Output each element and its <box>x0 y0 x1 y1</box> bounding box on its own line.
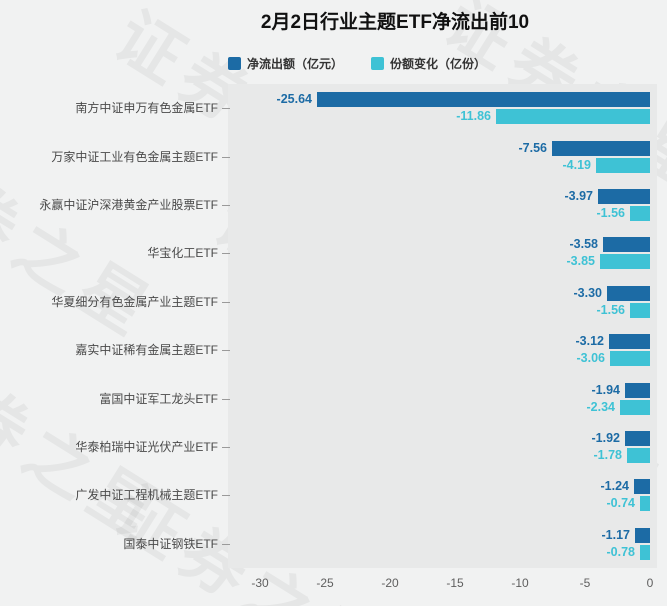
value-label-share-change: -1.56 <box>596 206 626 220</box>
category-axis: 南方中证申万有色金属ETF 万家中证工业有色金属主题ETF 永赢中证沪深港黄金产业股… <box>0 84 220 568</box>
axis-tick <box>222 302 230 303</box>
bar-net-outflow <box>635 528 650 543</box>
value-label-net-outflow: -1.17 <box>601 528 631 542</box>
value-label-share-change: -1.56 <box>596 303 626 317</box>
value-label-share-change: -0.74 <box>606 496 636 510</box>
value-label-share-change: -11.86 <box>456 109 491 123</box>
category-label: 广发中证工程机械主题ETF <box>75 488 218 502</box>
legend-label-share-change: 份额变化（亿份） <box>390 57 487 71</box>
value-label-net-outflow: -1.24 <box>600 479 630 493</box>
bar-share-change <box>496 109 650 124</box>
axis-tick <box>222 205 230 206</box>
bar-net-outflow <box>607 286 650 301</box>
legend-swatch-share-change <box>371 57 385 70</box>
category-label: 南方中证申万有色金属ETF <box>75 101 218 115</box>
axis-tick <box>222 495 230 496</box>
x-axis-tick-label: 0 <box>646 576 654 590</box>
category-label: 华泰柏瑞中证光伏产业ETF <box>75 440 218 454</box>
bar-share-change <box>620 400 650 415</box>
legend-item-share-change[interactable]: 份额变化（亿份） <box>371 55 486 72</box>
value-label-net-outflow: -1.94 <box>591 383 621 397</box>
value-label-share-change: -0.78 <box>606 545 636 559</box>
category-label: 富国中证军工龙头ETF <box>99 392 218 406</box>
bar-net-outflow <box>625 431 650 446</box>
legend-label-net-outflow: 净流出额（亿元） <box>247 57 344 71</box>
value-label-share-change: -3.85 <box>566 254 596 268</box>
category-label: 国泰中证钢铁ETF <box>123 537 218 551</box>
x-axis: -30 -25 -20 -15 -10 -5 0 <box>228 576 657 594</box>
legend: 净流出额（亿元） 份额变化（亿份） <box>228 55 486 72</box>
bar-net-outflow <box>625 383 650 398</box>
value-label-net-outflow: -3.97 <box>564 189 594 203</box>
value-label-net-outflow: -1.92 <box>591 431 621 445</box>
plot-area: -25.64 -11.86 -7.56 -4.19 -3.97 -1.56 -3.58 -3.… <box>228 84 657 568</box>
bar-share-change <box>600 254 650 269</box>
axis-tick <box>222 447 230 448</box>
x-axis-tick-label: -25 <box>316 576 334 590</box>
bar-net-outflow <box>634 479 650 494</box>
bar-share-change <box>640 496 650 511</box>
bar-share-change <box>630 303 650 318</box>
legend-swatch-net-outflow <box>228 57 241 70</box>
bar-net-outflow <box>598 189 650 204</box>
axis-tick <box>222 157 230 158</box>
axis-tick <box>222 108 230 109</box>
bar-share-change <box>640 545 650 560</box>
value-label-share-change: -4.19 <box>562 158 592 172</box>
x-axis-tick-label: -5 <box>579 576 591 590</box>
category-label: 嘉实中证稀有金属主题ETF <box>75 343 218 357</box>
value-label-net-outflow: -3.58 <box>569 237 599 251</box>
category-ticks <box>222 84 231 568</box>
value-label-net-outflow: -3.30 <box>573 286 603 300</box>
bar-share-change <box>627 448 650 463</box>
x-axis-tick-label: -20 <box>381 576 399 590</box>
legend-item-net-outflow[interactable]: 净流出额（亿元） <box>228 55 343 72</box>
chart-title: 2月2日行业主题ETF净流出前10 <box>260 12 530 33</box>
value-label-net-outflow: -3.12 <box>575 334 605 348</box>
bar-share-change <box>630 206 650 221</box>
value-label-net-outflow: -7.56 <box>518 141 548 155</box>
bar-net-outflow <box>603 237 650 252</box>
value-label-share-change: -1.78 <box>593 448 623 462</box>
value-label-share-change: -3.06 <box>576 351 606 365</box>
x-axis-tick-label: -30 <box>251 576 269 590</box>
category-label: 华宝化工ETF <box>147 246 218 260</box>
bar-net-outflow <box>609 334 650 349</box>
category-label: 永赢中证沪深港黄金产业股票ETF <box>39 198 218 212</box>
bar-net-outflow <box>552 141 650 156</box>
axis-tick <box>222 350 230 351</box>
axis-tick <box>222 253 230 254</box>
category-label: 华夏细分有色金属产业主题ETF <box>51 295 218 309</box>
value-label-share-change: -2.34 <box>586 400 616 414</box>
x-axis-tick-label: -10 <box>511 576 529 590</box>
x-axis-tick-label: -15 <box>446 576 464 590</box>
bar-net-outflow <box>317 92 650 107</box>
value-label-net-outflow: -25.64 <box>276 92 312 106</box>
bar-share-change <box>610 351 650 366</box>
axis-tick <box>222 544 230 545</box>
category-label: 万家中证工业有色金属主题ETF <box>51 150 218 164</box>
axis-tick <box>222 399 230 400</box>
bar-share-change <box>596 158 650 173</box>
